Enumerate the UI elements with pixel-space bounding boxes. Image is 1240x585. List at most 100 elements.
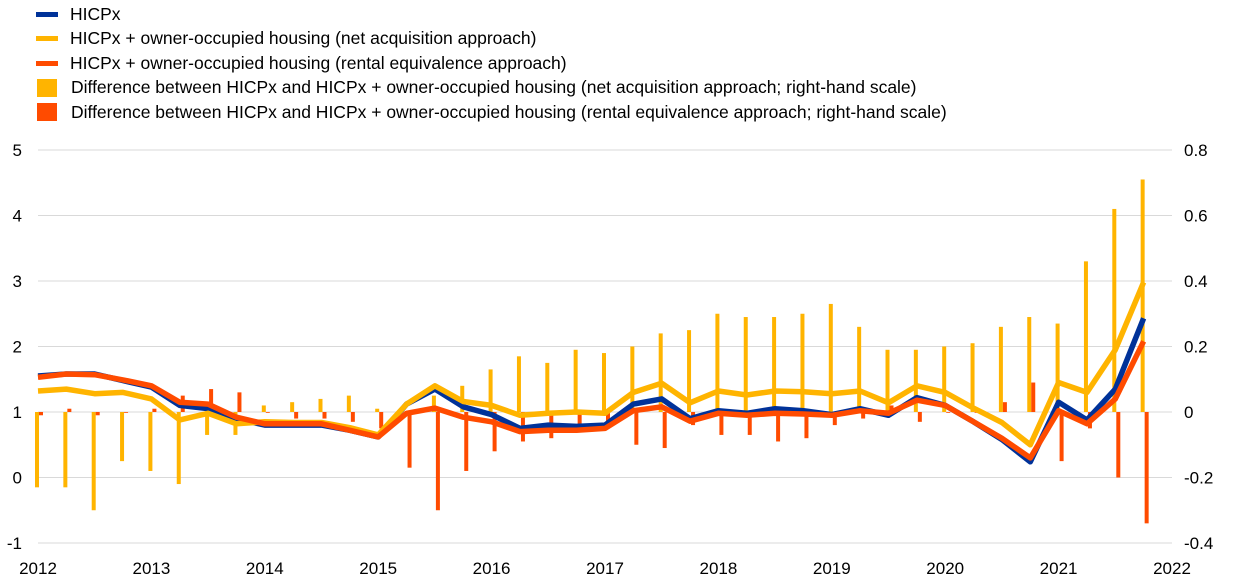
y-left-tick-label: 5 bbox=[13, 141, 22, 160]
legend-swatch bbox=[36, 36, 58, 42]
bar-net-acquisition-diff bbox=[1112, 208, 1117, 412]
bar-rental-equivalence-diff bbox=[889, 405, 894, 412]
bar-rental-equivalence-diff bbox=[1144, 412, 1149, 524]
bar-rental-equivalence-diff bbox=[804, 412, 809, 439]
bar-rental-equivalence-diff bbox=[152, 408, 157, 412]
bar-rental-equivalence-diff bbox=[265, 412, 270, 413]
y-left-tick-label: 1 bbox=[13, 403, 22, 422]
bar-net-acquisition-diff bbox=[63, 412, 68, 488]
bar-rental-equivalence-diff bbox=[662, 412, 667, 449]
x-tick-label: 2012 bbox=[19, 559, 57, 578]
bar-rental-equivalence-diff bbox=[1031, 382, 1036, 412]
bar-net-acquisition-diff bbox=[375, 408, 380, 412]
bar-rental-equivalence-diff bbox=[407, 412, 412, 468]
y-right-tick-label: 0.6 bbox=[1184, 207, 1208, 226]
bar-net-acquisition-diff bbox=[318, 398, 323, 412]
x-tick-label: 2020 bbox=[926, 559, 964, 578]
bar-net-acquisition-diff bbox=[1140, 179, 1145, 412]
bar-net-acquisition-diff bbox=[715, 313, 720, 412]
bar-net-acquisition-diff bbox=[913, 349, 918, 412]
bar-net-acquisition-diff bbox=[261, 405, 266, 412]
legend-swatch bbox=[37, 78, 57, 97]
y-left-tick-label: 4 bbox=[13, 207, 22, 226]
bar-net-acquisition-diff bbox=[828, 303, 833, 412]
bar-rental-equivalence-diff bbox=[946, 412, 951, 413]
bar-rental-equivalence-diff bbox=[577, 412, 582, 429]
y-right-tick-label: -0.2 bbox=[1184, 469, 1213, 488]
bar-rental-equivalence-diff bbox=[124, 412, 129, 413]
bar-rental-equivalence-diff bbox=[1002, 402, 1007, 412]
bar-net-acquisition-diff bbox=[545, 362, 550, 412]
bar-net-acquisition-diff bbox=[687, 330, 692, 412]
legend-label: HICPx bbox=[70, 3, 121, 24]
x-tick-label: 2017 bbox=[586, 559, 624, 578]
bar-rental-equivalence-diff bbox=[719, 412, 724, 435]
legend-item-diff-net-acquisition: Difference between HICPx and HICPx + own… bbox=[36, 76, 947, 101]
legend-label: Difference between HICPx and HICPx + own… bbox=[71, 77, 917, 98]
x-tick-label: 2019 bbox=[813, 559, 851, 578]
line-rental-equivalence bbox=[37, 340, 1147, 461]
bar-rental-equivalence-diff bbox=[209, 389, 214, 412]
bar-net-acquisition-diff bbox=[602, 353, 606, 412]
y-right-tick-label: 0.8 bbox=[1184, 141, 1208, 160]
y-right-tick-label: 0.4 bbox=[1184, 272, 1208, 291]
bar-net-acquisition-diff bbox=[573, 349, 578, 412]
legend-label: HICPx + owner-occupied housing (net acqu… bbox=[70, 28, 537, 49]
legend-label: Difference between HICPx and HICPx + own… bbox=[71, 101, 947, 122]
bar-net-acquisition-diff bbox=[346, 395, 351, 412]
bar-rental-equivalence-diff bbox=[379, 412, 384, 429]
bar-rental-equivalence-diff bbox=[39, 412, 43, 416]
x-tick-label: 2014 bbox=[246, 559, 284, 578]
y-left-tick-label: 3 bbox=[13, 272, 22, 291]
bar-net-acquisition-diff bbox=[630, 346, 635, 412]
legend-item-net-acquisition: HICPx + owner-occupied housing (net acqu… bbox=[36, 27, 947, 52]
x-tick-label: 2022 bbox=[1153, 559, 1191, 578]
bar-net-acquisition-diff bbox=[1027, 317, 1032, 412]
bar-net-acquisition-diff bbox=[658, 333, 663, 412]
bar-net-acquisition-diff bbox=[970, 343, 975, 412]
bar-rental-equivalence-diff bbox=[1059, 412, 1064, 462]
bar-net-acquisition-diff bbox=[857, 326, 862, 412]
bar-net-acquisition-diff bbox=[176, 412, 181, 485]
bar-net-acquisition-diff bbox=[431, 395, 436, 412]
y-right-tick-label: -0.4 bbox=[1184, 534, 1213, 553]
bar-net-acquisition-diff bbox=[1083, 261, 1088, 412]
legend-swatch bbox=[36, 11, 58, 17]
bar-net-acquisition-diff bbox=[743, 317, 748, 412]
bar-rental-equivalence-diff bbox=[67, 408, 72, 412]
line-hicpx bbox=[37, 317, 1147, 465]
x-tick-label: 2016 bbox=[473, 559, 511, 578]
bar-net-acquisition-diff bbox=[800, 313, 805, 412]
bar-net-acquisition-diff bbox=[885, 349, 890, 412]
bar-rental-equivalence-diff bbox=[917, 412, 922, 422]
legend: HICPx HICPx + owner-occupied housing (ne… bbox=[36, 2, 947, 125]
x-tick-label: 2013 bbox=[132, 559, 170, 578]
y-left-tick-label: 2 bbox=[13, 338, 22, 357]
bar-rental-equivalence-diff bbox=[322, 412, 327, 419]
y-left-tick-label: -1 bbox=[7, 534, 22, 553]
bar-rental-equivalence-diff bbox=[95, 412, 100, 416]
legend-item-hicpx: HICPx bbox=[36, 2, 947, 27]
bar-net-acquisition-diff bbox=[91, 412, 96, 511]
bar-net-acquisition-diff bbox=[772, 317, 777, 412]
bar-rental-equivalence-diff bbox=[435, 412, 440, 511]
bar-net-acquisition-diff bbox=[516, 356, 521, 412]
x-tick-label: 2021 bbox=[1040, 559, 1078, 578]
bar-net-acquisition-diff bbox=[205, 412, 210, 435]
legend-swatch bbox=[37, 103, 57, 122]
bar-net-acquisition-diff bbox=[148, 412, 153, 471]
bar-rental-equivalence-diff bbox=[237, 392, 242, 412]
bar-rental-equivalence-diff bbox=[861, 412, 866, 419]
bar-rental-equivalence-diff bbox=[634, 412, 639, 445]
legend-item-diff-rental-equivalence: Difference between HICPx and HICPx + own… bbox=[36, 100, 947, 125]
bar-net-acquisition-diff bbox=[998, 326, 1003, 412]
x-tick-label: 2018 bbox=[699, 559, 737, 578]
bar-rental-equivalence-diff bbox=[832, 412, 837, 426]
y-right-tick-label: 0.2 bbox=[1184, 338, 1208, 357]
legend-item-rental-equivalence: HICPx + owner-occupied housing (rental e… bbox=[36, 51, 947, 76]
y-right-tick-label: 0 bbox=[1184, 403, 1193, 422]
legend-swatch bbox=[36, 60, 58, 66]
bar-rental-equivalence-diff bbox=[747, 412, 752, 435]
bar-rental-equivalence-diff bbox=[464, 412, 469, 471]
